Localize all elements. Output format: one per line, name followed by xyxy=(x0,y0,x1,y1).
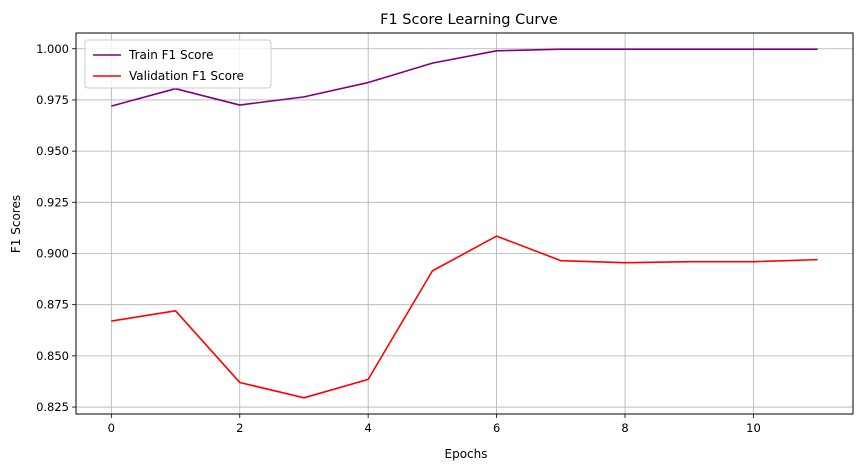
y-tick-label: 1.000 xyxy=(36,42,69,56)
grid-lines xyxy=(76,33,853,414)
x-tick-label: 10 xyxy=(746,421,761,435)
y-tick-label: 0.975 xyxy=(36,93,69,107)
legend-label: Validation F1 Score xyxy=(129,69,244,83)
x-tick-label: 8 xyxy=(621,421,628,435)
y-axis-ticks: 0.825 0.850 0.875 0.900 0.925 0.950 0.975 1.000 xyxy=(36,42,76,414)
plot-area-frame xyxy=(75,32,854,415)
x-tick-label: 4 xyxy=(365,421,372,435)
legend-box xyxy=(84,39,272,89)
y-axis-label: F1 Scores xyxy=(9,195,23,253)
x-axis-label: Epochs xyxy=(445,447,488,461)
y-tick-label: 0.850 xyxy=(36,349,69,363)
x-tick-label: 6 xyxy=(493,421,500,435)
legend: Train F1 Score Validation F1 Score xyxy=(84,39,272,89)
x-axis-ticks: 0 2 4 6 8 10 xyxy=(108,414,761,435)
x-tick-label: 0 xyxy=(108,421,115,435)
series-lines xyxy=(111,48,818,399)
chart-title: F1 Score Learning Curve xyxy=(380,12,558,28)
series-line-validation-f1 xyxy=(111,235,818,399)
y-tick-label: 0.900 xyxy=(36,246,69,260)
y-tick-label: 0.925 xyxy=(36,195,69,209)
y-tick-label: 0.825 xyxy=(36,400,69,414)
series-line-train-f1 xyxy=(111,48,818,107)
y-tick-label: 0.875 xyxy=(36,298,69,312)
legend-label: Train F1 Score xyxy=(128,48,214,62)
y-tick-label: 0.950 xyxy=(36,144,69,158)
x-tick-label: 2 xyxy=(236,421,243,435)
